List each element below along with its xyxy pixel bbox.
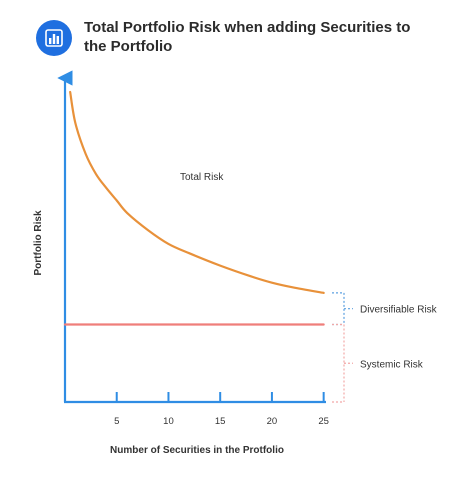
x-tick-label: 5 <box>114 416 119 427</box>
bar-chart-icon <box>36 20 72 56</box>
chart-header: Total Portfolio Risk when adding Securit… <box>36 18 466 58</box>
x-tick-label: 15 <box>215 416 226 427</box>
diversifiable-risk-bracket <box>332 292 353 326</box>
total-risk-label: Total Risk <box>180 172 224 183</box>
x-tick-label: 10 <box>163 416 174 427</box>
x-tick-label: 25 <box>318 416 329 427</box>
chart-title: Total Portfolio Risk when adding Securit… <box>84 19 411 55</box>
total-risk-line <box>69 90 325 294</box>
x-axis-label: Number of Securities in the Protfolio <box>110 445 284 456</box>
systemic-risk-label: Systemic Risk <box>360 359 424 370</box>
y-axis-label: Portfolio Risk <box>33 210 44 275</box>
systemic-risk-bracket <box>332 323 353 403</box>
x-tick-label: 20 <box>267 416 278 427</box>
diversifiable-risk-label: Diversifiable Risk <box>360 305 438 316</box>
